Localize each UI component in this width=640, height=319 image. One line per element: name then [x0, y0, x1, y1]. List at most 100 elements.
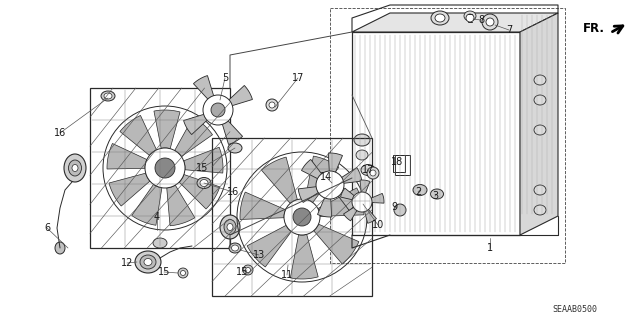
Text: 15: 15	[158, 267, 170, 277]
Text: 11: 11	[281, 270, 293, 280]
Text: 17: 17	[362, 165, 374, 175]
Polygon shape	[298, 186, 322, 203]
Ellipse shape	[72, 165, 78, 172]
Polygon shape	[336, 189, 358, 211]
Circle shape	[243, 265, 253, 275]
Text: 8: 8	[478, 15, 484, 25]
Text: 15: 15	[196, 163, 208, 173]
Polygon shape	[247, 225, 291, 267]
Circle shape	[482, 14, 498, 30]
Polygon shape	[340, 188, 356, 200]
Polygon shape	[318, 188, 364, 216]
Ellipse shape	[227, 224, 233, 231]
Polygon shape	[317, 194, 332, 217]
Polygon shape	[184, 147, 223, 173]
Ellipse shape	[200, 180, 208, 187]
Ellipse shape	[534, 75, 546, 85]
Circle shape	[180, 271, 186, 276]
Circle shape	[295, 210, 309, 224]
Text: 1: 1	[487, 243, 493, 253]
Text: 5: 5	[222, 73, 228, 83]
Ellipse shape	[431, 11, 449, 25]
Circle shape	[352, 192, 372, 212]
Ellipse shape	[464, 11, 476, 21]
Text: 4: 4	[154, 212, 160, 222]
Polygon shape	[314, 224, 359, 264]
Circle shape	[293, 208, 311, 226]
Ellipse shape	[228, 143, 242, 153]
Ellipse shape	[435, 14, 445, 22]
Circle shape	[203, 95, 233, 125]
Text: 16: 16	[54, 128, 66, 138]
Polygon shape	[352, 13, 558, 32]
Ellipse shape	[534, 185, 546, 195]
Ellipse shape	[197, 177, 211, 189]
Ellipse shape	[224, 219, 236, 234]
Ellipse shape	[354, 134, 370, 146]
Text: 7: 7	[506, 25, 512, 35]
Ellipse shape	[64, 154, 86, 182]
Circle shape	[211, 103, 225, 117]
Polygon shape	[221, 119, 243, 145]
Circle shape	[212, 104, 224, 116]
Polygon shape	[301, 160, 324, 181]
Polygon shape	[262, 157, 298, 204]
Circle shape	[299, 214, 305, 220]
Ellipse shape	[101, 91, 115, 101]
Polygon shape	[291, 234, 318, 279]
Ellipse shape	[356, 150, 368, 160]
Text: 3: 3	[432, 191, 438, 201]
Ellipse shape	[534, 205, 546, 215]
Circle shape	[284, 199, 320, 235]
Polygon shape	[154, 110, 180, 149]
Circle shape	[466, 14, 474, 22]
Text: 6: 6	[44, 223, 50, 233]
Text: 17: 17	[292, 73, 304, 83]
Circle shape	[246, 268, 250, 272]
Polygon shape	[132, 184, 162, 225]
Circle shape	[178, 268, 188, 278]
Circle shape	[215, 107, 221, 113]
Text: 13: 13	[253, 250, 265, 260]
Ellipse shape	[431, 189, 444, 199]
Polygon shape	[328, 153, 342, 176]
Ellipse shape	[220, 215, 240, 239]
Text: 18: 18	[391, 157, 403, 167]
Ellipse shape	[534, 125, 546, 135]
Circle shape	[367, 167, 379, 179]
Polygon shape	[167, 185, 195, 226]
Circle shape	[161, 164, 168, 172]
Polygon shape	[344, 206, 358, 221]
Polygon shape	[305, 156, 339, 203]
Ellipse shape	[153, 238, 167, 248]
Text: SEAAB0500: SEAAB0500	[552, 306, 598, 315]
Text: 10: 10	[372, 220, 384, 230]
Circle shape	[370, 170, 376, 176]
Text: 2: 2	[415, 187, 421, 197]
Polygon shape	[109, 173, 150, 206]
Ellipse shape	[413, 184, 427, 196]
Polygon shape	[352, 32, 520, 235]
Text: 16: 16	[227, 187, 239, 197]
Circle shape	[360, 200, 364, 204]
Circle shape	[486, 18, 494, 26]
Circle shape	[394, 204, 406, 216]
Ellipse shape	[534, 95, 546, 105]
Polygon shape	[520, 13, 558, 235]
Circle shape	[145, 148, 185, 188]
Polygon shape	[240, 192, 285, 219]
Ellipse shape	[135, 251, 161, 273]
Ellipse shape	[232, 245, 239, 251]
Polygon shape	[227, 85, 252, 107]
Polygon shape	[360, 180, 370, 195]
Ellipse shape	[361, 165, 375, 175]
Text: 15: 15	[236, 267, 248, 277]
Polygon shape	[184, 114, 209, 135]
Polygon shape	[369, 193, 384, 203]
Ellipse shape	[104, 93, 112, 99]
Text: 12: 12	[121, 258, 133, 268]
Polygon shape	[107, 144, 147, 169]
Circle shape	[316, 171, 344, 199]
Ellipse shape	[229, 243, 241, 253]
Ellipse shape	[144, 258, 152, 265]
